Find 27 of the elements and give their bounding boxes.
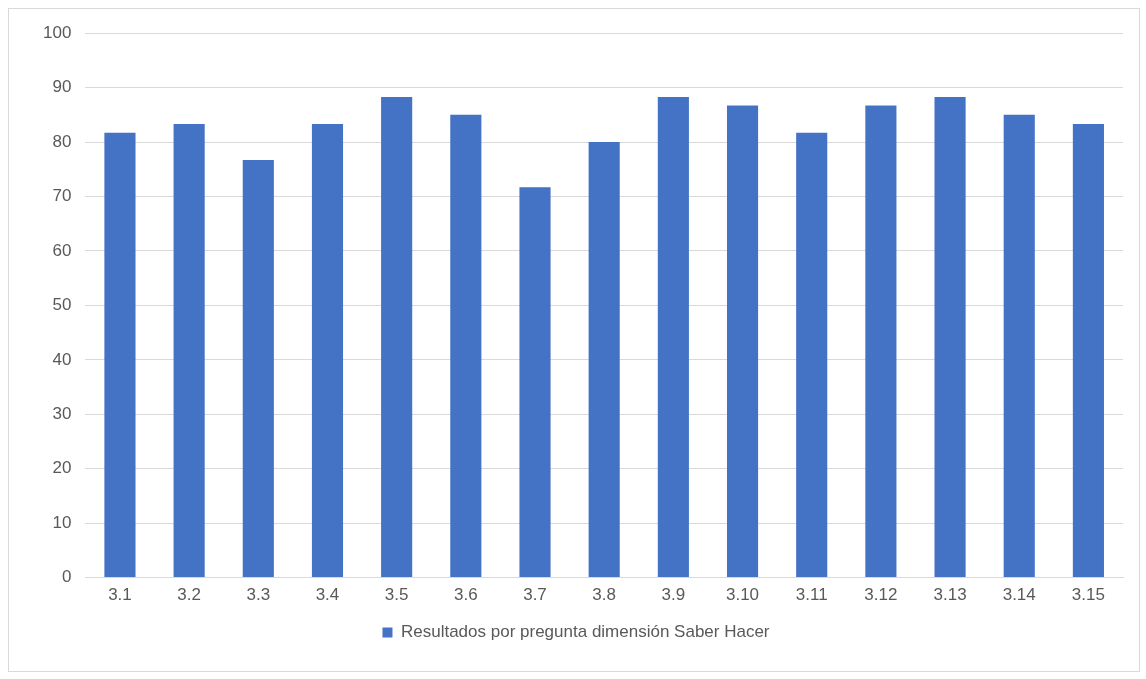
x-tick-label: 3.5 [384, 585, 409, 605]
x-tick-label: 3.14 [1002, 585, 1036, 605]
x-tick-label: 3.4 [315, 585, 340, 605]
y-tick-label: 20 [52, 458, 72, 478]
y-tick-label: 0 [61, 567, 72, 587]
x-tick-label: 3.15 [1071, 585, 1105, 605]
y-tick-label: 30 [52, 403, 72, 423]
y-tick-label: 90 [52, 77, 72, 97]
y-tick-label: 40 [52, 349, 72, 369]
x-tick-label: 3.12 [864, 585, 898, 605]
y-tick-label: 100 [42, 22, 72, 42]
x-tick-label: 3.9 [661, 585, 686, 605]
y-tick-label: 50 [52, 295, 72, 315]
x-tick-label: 3.8 [592, 585, 616, 605]
x-tick-label: 3.3 [246, 585, 271, 605]
y-tick-label: 10 [52, 512, 72, 532]
x-tick-label: 3.13 [933, 585, 967, 605]
legend-label: Resultados por pregunta dimensión Saber Hacer [400, 622, 770, 642]
y-tick-label: 80 [52, 131, 72, 151]
x-tick-label: 3.2 [177, 585, 201, 605]
x-tick-label: 3.7 [523, 585, 547, 605]
y-tick-label: 70 [52, 186, 72, 206]
x-tick-label: 3.6 [454, 585, 478, 605]
y-tick-label: 60 [52, 240, 72, 260]
x-tick-label: 3.1 [108, 585, 132, 605]
x-tick-label: 3.10 [725, 585, 760, 605]
x-tick-label: 3.11 [795, 585, 828, 605]
